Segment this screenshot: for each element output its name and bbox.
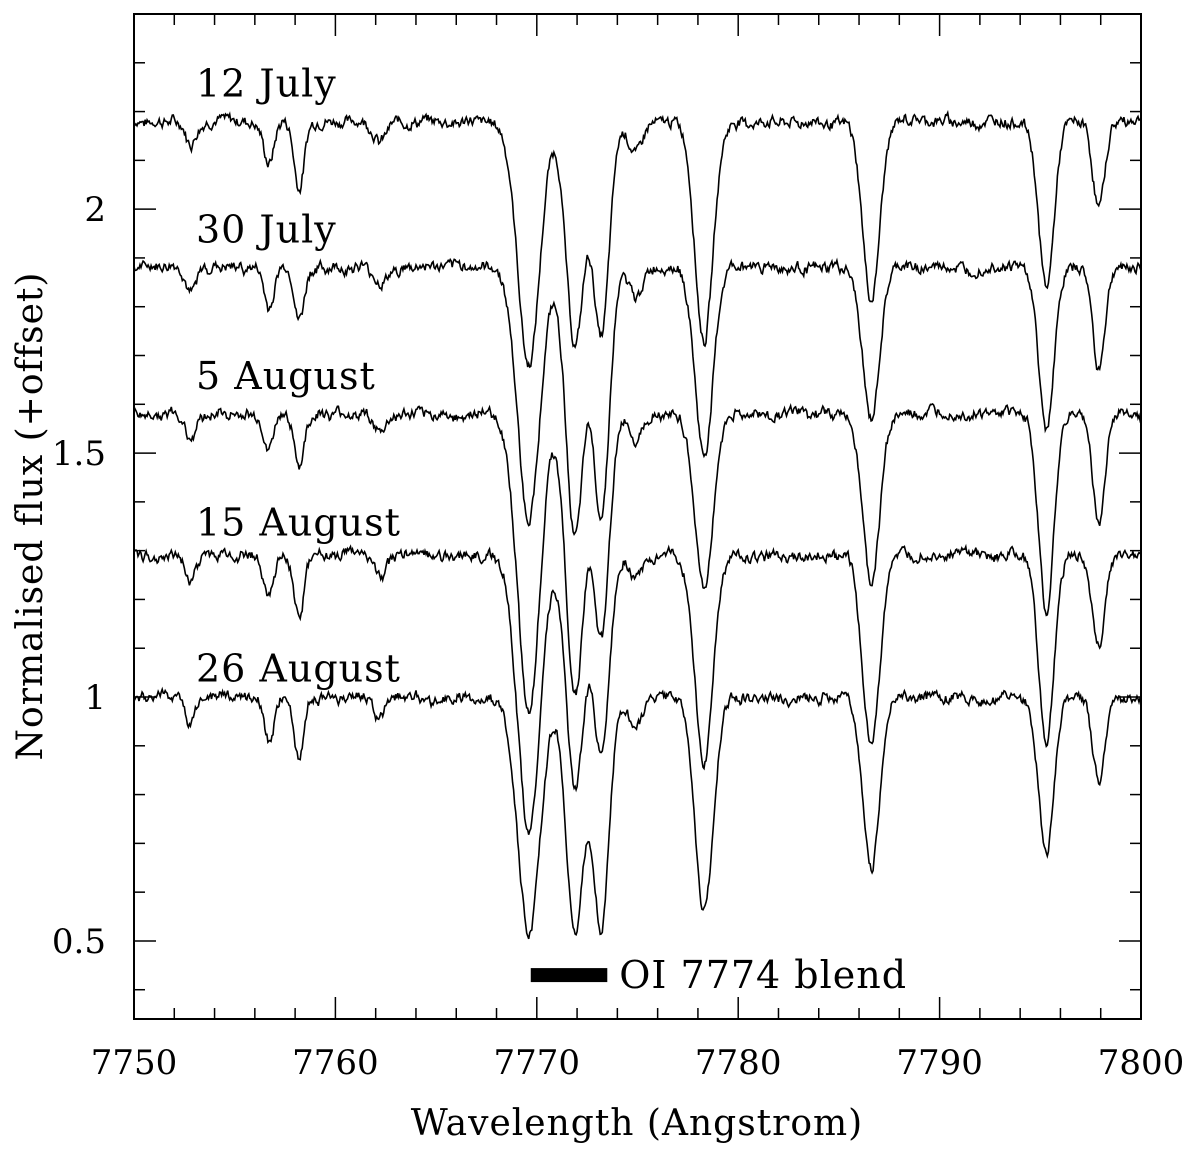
series-label: 5 August xyxy=(196,354,376,398)
annotations: OI 7774 blend xyxy=(530,953,907,997)
ticks xyxy=(133,13,1142,1019)
spectrum-curves xyxy=(133,109,1142,940)
spectrum-line xyxy=(133,403,1142,715)
spectrum-line xyxy=(133,543,1142,835)
tick-labels: 7750 7760 7770 7780 7790 7800 0.5 1 1.5 2 xyxy=(52,190,1184,1083)
spectrum-line xyxy=(133,257,1142,537)
y-tick-label: 1 xyxy=(84,678,106,718)
annotation-label: OI 7774 blend xyxy=(619,953,907,997)
series-label: 26 August xyxy=(196,647,401,691)
series-label: 12 July xyxy=(196,61,337,105)
series-labels: 12 July 30 July 5 August 15 August 26 August xyxy=(196,61,401,691)
series-label: 15 August xyxy=(196,500,401,544)
x-tick-label: 7790 xyxy=(896,1043,983,1083)
y-axis-label: Normalised flux (+offset) xyxy=(10,272,51,761)
x-tick-label: 7760 xyxy=(292,1043,379,1083)
x-tick-label: 7770 xyxy=(494,1043,581,1083)
y-tick-label: 1.5 xyxy=(52,434,106,474)
spectrum-line xyxy=(133,686,1142,940)
y-tick-label: 2 xyxy=(84,190,106,230)
x-axis-label: Wavelength (Angstrom) xyxy=(411,1103,863,1144)
annotation-bar xyxy=(530,968,608,983)
x-tick-label: 7800 xyxy=(1098,1043,1185,1083)
spectrum-line xyxy=(133,109,1142,369)
x-tick-label: 7780 xyxy=(695,1043,782,1083)
plot-frame xyxy=(133,13,1142,1020)
series-label: 30 July xyxy=(196,208,337,252)
x-tick-label: 7750 xyxy=(91,1043,178,1083)
y-tick-label: 0.5 xyxy=(52,922,106,962)
